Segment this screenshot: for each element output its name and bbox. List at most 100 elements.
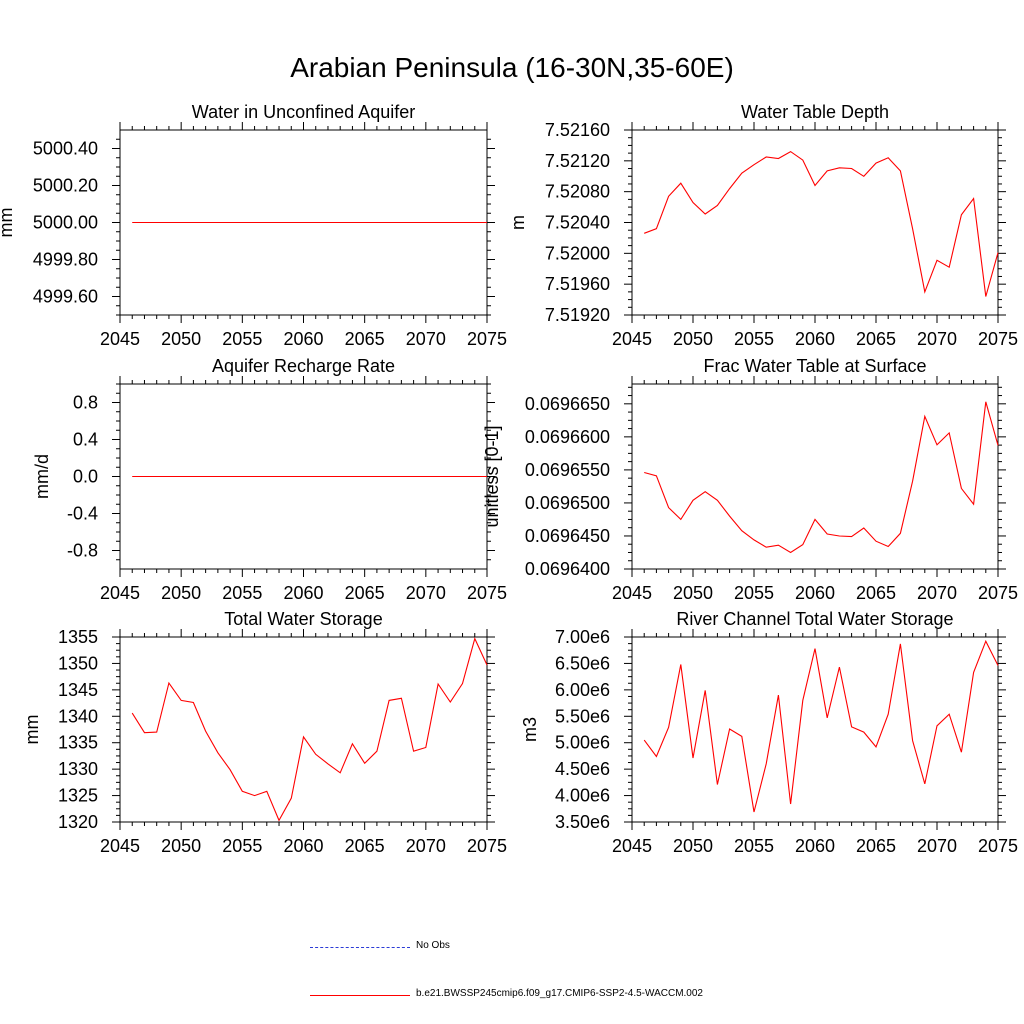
y-tick-label: 6.00e6 [555,680,610,700]
y-tick-label: 7.52160 [545,120,610,140]
y-tick-label: 4999.80 [33,250,98,270]
y-tick-label: 0.0696600 [525,427,610,447]
y-tick-label: 1350 [58,653,98,673]
y-tick-label: 0.0696550 [525,460,610,480]
y-axis-label: m [508,215,528,230]
y-tick-label: 1340 [58,706,98,726]
x-tick-label: 2055 [222,836,262,856]
x-tick-label: 2045 [612,583,652,603]
y-tick-label: 0.0 [73,467,98,487]
x-tick-label: 2070 [406,836,446,856]
x-tick-label: 2045 [100,836,140,856]
y-tick-label: 1345 [58,680,98,700]
legend-model: b.e21.BWSSP245cmip6.f09_g17.CMIP6-SSP2-4… [310,986,730,1006]
y-tick-label: 5000.40 [33,139,98,159]
x-tick-label: 2065 [345,329,385,349]
x-tick-label: 2050 [673,329,713,349]
x-tick-label: 2045 [612,329,652,349]
x-tick-label: 2055 [222,329,262,349]
x-tick-label: 2070 [406,583,446,603]
y-tick-label: 0.0696500 [525,493,610,513]
legend-obs-label: No Obs [416,940,450,951]
x-tick-label: 2070 [917,583,957,603]
panel-title: Total Water Storage [224,609,382,629]
y-tick-label: 5000.20 [33,176,98,196]
x-tick-label: 2050 [161,329,201,349]
y-tick-label: -0.4 [67,504,98,524]
y-tick-label: 0.0696650 [525,394,610,414]
panel-3: Aquifer Recharge Rate 2045 2050 2055 2060 206… [32,356,507,603]
x-tick-label: 2050 [673,583,713,603]
panel-1: Water in Unconfined Aquifer 2045 2050 2055 2… [0,102,507,349]
panel-title: Water Table Depth [741,102,889,122]
series-line [644,150,999,297]
legend-model-swatch [310,995,410,996]
y-tick-label: 1325 [58,786,98,806]
y-tick-label: 1320 [58,812,98,832]
y-tick-label: 7.52000 [545,243,610,263]
y-tick-label: 7.51920 [545,305,610,325]
y-tick-label: 1355 [58,627,98,647]
x-tick-label: 2045 [100,329,140,349]
y-tick-label: 4999.60 [33,287,98,307]
panel-title: Water in Unconfined Aquifer [192,102,415,122]
y-axis-label: mm [22,715,42,745]
figure-title: Arabian Peninsula (16-30N,35-60E) [290,52,734,83]
y-tick-label: -0.8 [67,541,98,561]
x-tick-label: 2055 [734,836,774,856]
x-tick-label: 2075 [978,583,1018,603]
x-tick-label: 2060 [283,836,323,856]
x-tick-label: 2065 [856,329,896,349]
x-tick-label: 2055 [734,329,774,349]
x-tick-label: 2050 [673,836,713,856]
y-axis-label: unitless [0-1] [482,425,502,527]
y-tick-label: 1335 [58,733,98,753]
x-tick-label: 2055 [222,583,262,603]
y-tick-label: 5.00e6 [555,733,610,753]
y-tick-label: 4.00e6 [555,786,610,806]
x-tick-label: 2060 [795,583,835,603]
legend-obs-swatch [310,947,410,948]
x-tick-label: 2075 [978,329,1018,349]
x-tick-label: 2075 [978,836,1018,856]
y-tick-label: 5000.00 [33,213,98,233]
panel-title: Aquifer Recharge Rate [212,356,395,376]
x-tick-label: 2060 [283,583,323,603]
x-tick-label: 2070 [917,836,957,856]
x-tick-label: 2055 [734,583,774,603]
x-tick-label: 2050 [161,583,201,603]
x-tick-label: 2060 [795,329,835,349]
y-tick-label: 0.0696400 [525,559,610,579]
x-tick-label: 2075 [467,583,507,603]
x-tick-label: 2070 [917,329,957,349]
x-tick-label: 2065 [856,583,896,603]
panel-title: Frac Water Table at Surface [703,356,926,376]
x-tick-label: 2065 [345,836,385,856]
y-tick-label: 0.0696450 [525,526,610,546]
x-tick-label: 2065 [345,583,385,603]
y-tick-label: 1330 [58,759,98,779]
y-tick-label: 7.00e6 [555,627,610,647]
y-axis-label: mm [0,208,16,238]
y-tick-label: 4.50e6 [555,759,610,779]
plot-frame [631,129,999,316]
series-line [644,401,999,554]
panel-6: River Channel Total Water Storage 2045 205… [520,609,1018,856]
y-tick-label: 7.51960 [545,274,610,294]
x-tick-label: 2060 [283,329,323,349]
panel-4: Frac Water Table at Surface 2045 2050 2055 2… [482,356,1018,603]
y-axis-label: m3 [520,717,540,742]
legend-obs: No Obs [310,938,730,958]
x-tick-label: 2050 [161,836,201,856]
y-tick-label: 7.52120 [545,151,610,171]
plot-frame [631,636,999,823]
y-tick-label: 0.4 [73,430,98,450]
y-axis-label: mm/d [32,454,52,499]
plot-frame [119,636,488,823]
y-tick-label: 6.50e6 [555,653,610,673]
x-tick-label: 2075 [467,329,507,349]
y-tick-label: 7.52040 [545,213,610,233]
series-line [131,637,488,822]
x-tick-label: 2065 [856,836,896,856]
